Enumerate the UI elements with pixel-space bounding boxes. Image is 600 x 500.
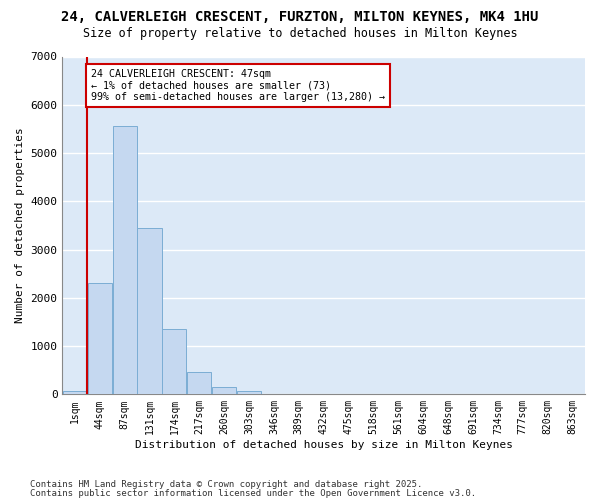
Bar	[212, 386, 236, 394]
Y-axis label: Number of detached properties: Number of detached properties	[15, 128, 25, 324]
Text: Size of property relative to detached houses in Milton Keynes: Size of property relative to detached ho…	[83, 28, 517, 40]
Bar	[113, 126, 137, 394]
Bar	[137, 228, 161, 394]
Bar	[88, 284, 112, 395]
Bar	[187, 372, 211, 394]
Bar	[237, 390, 261, 394]
X-axis label: Distribution of detached houses by size in Milton Keynes: Distribution of detached houses by size …	[135, 440, 513, 450]
Text: 24, CALVERLEIGH CRESCENT, FURZTON, MILTON KEYNES, MK4 1HU: 24, CALVERLEIGH CRESCENT, FURZTON, MILTO…	[61, 10, 539, 24]
Bar	[163, 328, 187, 394]
Text: 24 CALVERLEIGH CRESCENT: 47sqm
← 1% of detached houses are smaller (73)
99% of s: 24 CALVERLEIGH CRESCENT: 47sqm ← 1% of d…	[91, 68, 385, 102]
Text: Contains HM Land Registry data © Crown copyright and database right 2025.: Contains HM Land Registry data © Crown c…	[30, 480, 422, 489]
Bar	[63, 390, 87, 394]
Text: Contains public sector information licensed under the Open Government Licence v3: Contains public sector information licen…	[30, 488, 476, 498]
